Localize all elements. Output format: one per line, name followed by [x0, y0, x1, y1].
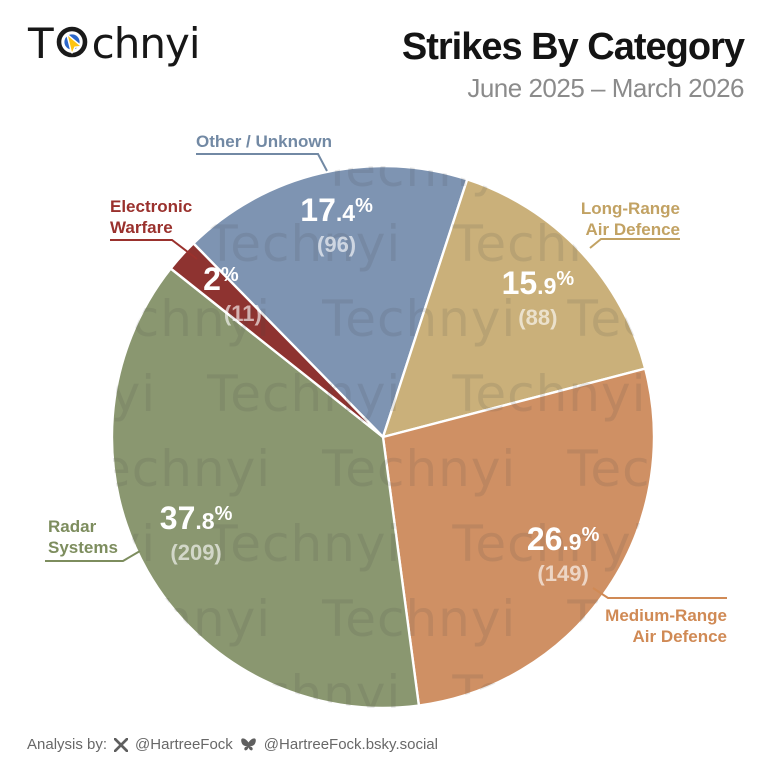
slice-percent: 2% [203, 260, 239, 297]
pie-slice-2 [381, 367, 656, 707]
x-twitter-icon [114, 737, 129, 752]
slice-count: (96) [317, 231, 357, 257]
logo-text-prefix: T [28, 19, 54, 68]
slice-count: (209) [170, 540, 222, 566]
pie-slice-4 [169, 242, 385, 439]
pie-slice-1 [381, 178, 647, 439]
slice-value-label-2: 26.9% (149) [527, 523, 600, 586]
slice-value-label-4: 2% (11) [202, 260, 262, 326]
slice-percent: 26.9% [526, 520, 600, 557]
slice-percent: 17.4% [300, 191, 373, 228]
bluesky-handle-link[interactable]: @HartreeFock.bsky.social [263, 736, 438, 753]
leader-line-2 [592, 587, 727, 599]
callout-radar-systems: Radar Systems [48, 517, 118, 557]
slice-count: (88) [518, 305, 558, 331]
slice-percent: 15.9% [501, 265, 575, 302]
slice-count: (11) [223, 300, 262, 326]
leader-line-1 [589, 238, 680, 249]
brand-logo: T chnyi [28, 16, 201, 71]
callout-electronic-warfare: Electronic Warfare [110, 197, 193, 237]
slice-value-label-3: 37.8% (209) [160, 502, 233, 565]
callout-long-range-air-defence: Long-Range Air Defence [580, 199, 680, 239]
callout-medium-range-air-defence: Medium-Range Air Defence [605, 606, 727, 646]
logo-text-suffix: chnyi [91, 19, 201, 68]
slice-count: (149) [537, 560, 589, 586]
slice-percent: 37.8% [159, 500, 233, 537]
credit-bar: Analysis by: @HartreeFock @HartreeFock.b… [27, 736, 438, 753]
title-block: Strikes By Category June 2025 – March 20… [401, 26, 745, 104]
slice-value-label-1: 15.9% (88) [502, 267, 575, 330]
chart-subtitle: June 2025 – March 2026 [467, 73, 744, 103]
credit-prefix: Analysis by: [27, 736, 108, 753]
x-handle-link[interactable]: @HartreeFock [135, 736, 233, 753]
pie-slice-3 [110, 267, 421, 710]
leader-line-0 [196, 153, 328, 172]
target-cursor-icon [55, 22, 91, 71]
leader-line-4 [110, 239, 198, 260]
chart-title: Strikes By Category [401, 26, 745, 68]
slice-value-label-0: 17.4% (96) [300, 194, 373, 257]
leader-line-3 [45, 550, 141, 562]
bluesky-butterfly-icon [240, 737, 257, 752]
callout-other-unknown: Other / Unknown [196, 132, 332, 151]
pie-slice-0 [192, 164, 469, 439]
